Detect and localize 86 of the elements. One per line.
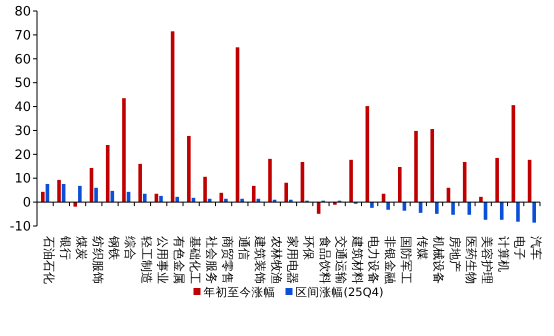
- x-tick-label: 汽车: [528, 236, 543, 260]
- x-tick-label: 环保: [302, 236, 316, 260]
- bar: [386, 202, 390, 210]
- x-tick-label: 美容护理: [480, 236, 494, 284]
- y-tick-label: 70: [14, 28, 31, 44]
- bar: [268, 158, 272, 202]
- x-tick-label: 综合: [123, 236, 138, 260]
- bar: [300, 162, 304, 202]
- x-tick-label: 农林牧渔: [269, 236, 284, 284]
- bar: [187, 136, 191, 202]
- x-tick-label: 社会服务: [204, 236, 218, 284]
- x-tick-label: 建筑材料: [350, 235, 364, 284]
- x-tick-label: 建筑装饰: [253, 235, 268, 284]
- bar: [252, 186, 256, 202]
- bar: [418, 202, 422, 213]
- bar: [500, 202, 504, 220]
- bar: [366, 106, 370, 202]
- bar: [170, 31, 174, 202]
- y-tick-label: 30: [14, 124, 31, 139]
- x-tick-label: 石油石化: [42, 236, 56, 284]
- bar: [430, 129, 434, 202]
- y-tick-label: 60: [14, 52, 31, 68]
- x-tick-label: 钢铁: [107, 235, 122, 260]
- bar: [94, 188, 98, 202]
- y-tick-label: 20: [14, 148, 31, 163]
- bar: [462, 162, 466, 202]
- bar: [62, 184, 66, 202]
- y-tick-label: 40: [14, 100, 31, 116]
- bar: [516, 202, 520, 222]
- bar: [90, 168, 94, 202]
- legend-label: 区间涨幅(25Q4): [296, 285, 384, 299]
- x-tick-label: 银行: [58, 235, 72, 260]
- bar: [138, 164, 142, 202]
- bar: [512, 105, 516, 202]
- x-tick-label: 国防军工: [399, 236, 414, 284]
- legend-label: 年初至今涨幅: [204, 285, 276, 299]
- bar: [316, 202, 320, 214]
- bar: [414, 130, 418, 202]
- y-tick-label: -10: [10, 220, 31, 234]
- x-tick-label: 食品饮料: [318, 236, 332, 284]
- x-tick-label: 纺织服饰: [90, 236, 105, 284]
- x-tick-label: 非银金融: [382, 236, 397, 284]
- bar: [284, 182, 288, 202]
- bar: [110, 190, 114, 202]
- bar: [106, 145, 110, 202]
- bar: [495, 158, 499, 202]
- y-tick-label: 80: [14, 4, 31, 20]
- x-tick-label: 有色金属: [172, 236, 186, 284]
- x-tick-label: 交通运输: [334, 236, 348, 284]
- bar: [402, 202, 406, 211]
- bar: [484, 202, 488, 220]
- bar: [528, 160, 532, 202]
- x-tick-label: 轻工制造: [139, 236, 154, 284]
- x-tick-label: 商贸零售: [220, 236, 235, 284]
- x-tick-label: 医药生物: [464, 236, 478, 284]
- bar: [57, 180, 61, 202]
- bar: [159, 196, 163, 202]
- x-tick-label: 基础化工: [188, 236, 202, 284]
- x-tick-label: 家用电器: [286, 236, 300, 284]
- y-tick-label: 10: [14, 172, 31, 187]
- x-tick-label: 电子: [512, 236, 527, 260]
- x-tick-label: 计算机: [496, 236, 510, 272]
- bar: [122, 98, 126, 202]
- y-tick-label: 0: [22, 196, 31, 211]
- x-tick-label: 电力设备: [366, 236, 381, 284]
- x-tick-label: 传媒: [415, 236, 430, 260]
- bar: [41, 192, 45, 202]
- bar: [46, 184, 50, 202]
- bar: [398, 166, 402, 202]
- bar: [203, 176, 207, 202]
- bar: [451, 202, 455, 215]
- x-tick-label: 公用事业: [156, 236, 170, 284]
- bar: [126, 192, 130, 202]
- bar: [435, 202, 439, 214]
- bar: [370, 202, 374, 208]
- x-tick-label: 通信: [236, 236, 251, 260]
- bar: [532, 202, 536, 223]
- bar: [446, 188, 450, 202]
- bar: [467, 202, 472, 215]
- y-tick-label: 50: [14, 76, 31, 92]
- x-tick-label: 煤炭: [74, 236, 89, 260]
- x-tick-label: 房地产: [448, 236, 462, 272]
- bar: [349, 160, 353, 202]
- bar: [78, 186, 82, 202]
- bar: [236, 47, 240, 202]
- x-tick-label: 机械设备: [432, 236, 446, 284]
